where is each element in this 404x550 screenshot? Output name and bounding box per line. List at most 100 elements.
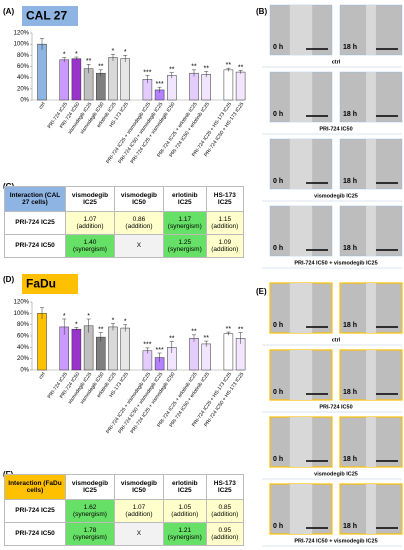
cell-effect: (addition) xyxy=(125,223,153,230)
cell-value: 1.78 xyxy=(83,526,97,534)
significance-label: * xyxy=(75,321,78,328)
table-row: PRI-724 IC50 1.78 (synergism) X 1.21 (synergi… xyxy=(4,522,245,546)
caption: PRI-724 IC50 xyxy=(319,126,352,132)
title-box xyxy=(22,6,78,26)
significance-label: ** xyxy=(238,326,244,333)
wound-gap xyxy=(366,5,376,55)
cell-effect: (synergism) xyxy=(73,534,107,541)
bar xyxy=(108,326,118,371)
cell-effect: (addition) xyxy=(211,223,239,230)
table-row: PRI-724 IC25 1.07 (addition) 0.86 (addition)… xyxy=(4,211,245,235)
time-label: 18 h xyxy=(343,523,357,530)
caption: PRI-724 IC50 + vismodegib IC25 xyxy=(294,260,377,266)
time-label: 0 h xyxy=(273,245,283,252)
significance-label: * xyxy=(87,313,90,320)
bar xyxy=(223,333,234,371)
cell-value: 0.86 xyxy=(132,215,146,223)
significance-label: * xyxy=(112,317,115,324)
table-cell: 1.07 (addition) xyxy=(65,211,115,235)
bar xyxy=(167,75,177,101)
table-cell: 1.17 (synergism) xyxy=(162,211,207,235)
significance-label: ** xyxy=(191,64,197,71)
caption: ctrl xyxy=(332,337,341,343)
significance-label: * xyxy=(112,48,115,55)
y-tick-label: 100% xyxy=(14,311,30,317)
y-tick-label: 60% xyxy=(17,334,30,340)
wound-gap xyxy=(289,283,313,333)
significance-label: ** xyxy=(169,66,175,73)
panel-label: (D) xyxy=(3,275,14,284)
wound-gap xyxy=(289,206,313,256)
bar xyxy=(71,328,82,371)
wound-gap xyxy=(289,417,313,467)
y-tick-label: 40% xyxy=(17,75,30,81)
row-label: PRI-724 IC50 xyxy=(4,234,66,258)
significance-label: ** xyxy=(98,326,104,333)
time-label: 0 h xyxy=(273,322,283,329)
table-cell: 1.40 (synergism) xyxy=(65,234,115,258)
cell-value: 1.40 xyxy=(83,238,97,246)
wound-gap xyxy=(366,283,376,333)
caption: ctrl xyxy=(332,59,341,65)
wound-gap xyxy=(289,5,313,55)
caption: PRI-724 IC50 + vismodegib IC25 xyxy=(294,538,377,544)
header-cell: HS-173 IC25 xyxy=(205,474,245,500)
time-label: 0 h xyxy=(273,178,283,185)
interaction-table: Interaction (CAL 27 cells) vismodegib IC2… xyxy=(4,186,245,258)
cell-value: 0.85 xyxy=(218,503,232,511)
bar xyxy=(189,338,199,371)
wound-gap xyxy=(366,350,376,400)
table-cell: 1.05 (addition) xyxy=(162,499,207,523)
chart-title: CAL 27 xyxy=(26,9,67,23)
table-cell: 1.07 (addition) xyxy=(113,499,164,523)
significance-label: ** xyxy=(238,64,244,71)
bar xyxy=(223,69,234,101)
cell-value: 1.09 xyxy=(218,238,232,246)
bar xyxy=(59,59,69,101)
bar xyxy=(120,327,130,371)
header-cell: erlotinib IC25 xyxy=(162,474,207,500)
wound-gap xyxy=(289,484,313,534)
table-cell: 0.95 (addition) xyxy=(205,522,245,546)
header-cell: Interaction (CAL 27 cells) xyxy=(4,186,66,212)
cell-value: 0.95 xyxy=(218,526,232,534)
wound-gap xyxy=(289,72,313,122)
row-label: PRI-724 IC25 xyxy=(4,211,66,235)
bar xyxy=(142,350,153,371)
significance-label: ** xyxy=(98,64,104,71)
header-cell: vismodegib IC50 xyxy=(113,186,164,212)
table-cell: 1.62 (synergism) xyxy=(65,499,115,523)
cell-value: 1.17 xyxy=(178,215,192,223)
wound-gap xyxy=(366,139,376,189)
table-cell: 0.85 (addition) xyxy=(205,499,245,523)
cell-value: 1.21 xyxy=(178,526,192,534)
table-cell: 1.09 (addition) xyxy=(205,234,245,258)
cell-effect: (addition) xyxy=(171,511,199,518)
bar xyxy=(120,58,130,101)
cell-value: 1.15 xyxy=(218,215,232,223)
time-label: 18 h xyxy=(343,178,357,185)
y-tick-label: 60% xyxy=(17,64,30,70)
time-label: 18 h xyxy=(343,111,357,118)
y-tick-label: 0% xyxy=(20,98,29,104)
y-tick-label: 0% xyxy=(20,368,29,374)
caption: vismodegib IC25 xyxy=(314,193,358,199)
time-label: 18 h xyxy=(343,322,357,329)
bar xyxy=(96,336,106,371)
x-tick-label: ctrl xyxy=(38,371,47,380)
time-label: 0 h xyxy=(273,111,283,118)
time-label: 0 h xyxy=(273,44,283,51)
significance-label: * xyxy=(124,49,127,56)
time-label: 18 h xyxy=(343,456,357,463)
bar xyxy=(83,68,94,101)
table-row: PRI-724 IC50 1.40 (synergism) X 1.25 (synergi… xyxy=(4,234,245,258)
bar xyxy=(37,43,47,101)
time-label: 18 h xyxy=(343,44,357,51)
cell-value: 1.07 xyxy=(83,215,97,223)
time-label: 18 h xyxy=(343,389,357,396)
cell-effect: (synergism) xyxy=(73,511,107,518)
table-cell: 1.78 (synergism) xyxy=(65,522,115,546)
wound-gap xyxy=(366,417,376,467)
